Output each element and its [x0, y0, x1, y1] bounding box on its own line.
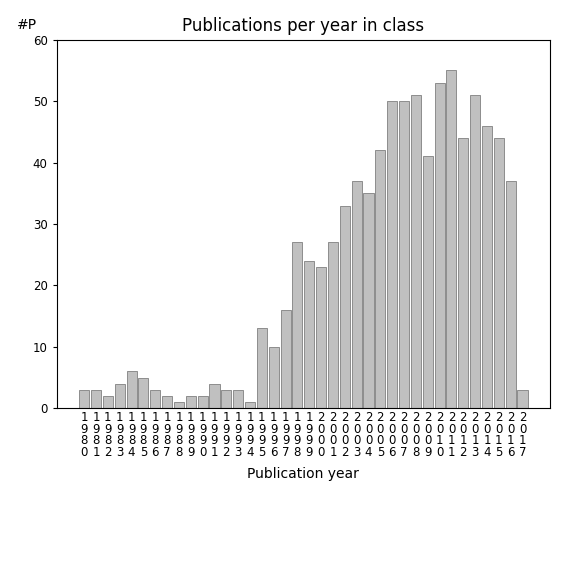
Bar — [387, 101, 397, 408]
Bar — [79, 390, 89, 408]
Bar — [293, 242, 302, 408]
Bar — [174, 402, 184, 408]
Bar — [399, 101, 409, 408]
Bar — [138, 378, 149, 408]
Bar — [482, 126, 492, 408]
Bar — [506, 181, 516, 408]
Bar — [115, 384, 125, 408]
Bar — [281, 310, 291, 408]
Bar — [363, 193, 374, 408]
Bar — [198, 396, 208, 408]
Bar — [233, 390, 243, 408]
Bar — [269, 347, 279, 408]
Bar — [316, 267, 326, 408]
Bar — [126, 371, 137, 408]
Bar — [340, 205, 350, 408]
Bar — [518, 390, 527, 408]
Bar — [245, 402, 255, 408]
Bar — [257, 328, 267, 408]
Bar — [91, 390, 101, 408]
Bar — [458, 138, 468, 408]
Bar — [150, 390, 160, 408]
X-axis label: Publication year: Publication year — [247, 467, 359, 481]
Bar — [328, 242, 338, 408]
Bar — [434, 83, 445, 408]
Bar — [162, 396, 172, 408]
Bar — [304, 261, 314, 408]
Bar — [470, 95, 480, 408]
Bar — [411, 95, 421, 408]
Bar — [494, 138, 504, 408]
Title: Publications per year in class: Publications per year in class — [182, 18, 425, 35]
Text: #P: #P — [17, 18, 37, 32]
Bar — [446, 70, 456, 408]
Bar — [186, 396, 196, 408]
Bar — [221, 390, 231, 408]
Bar — [375, 150, 386, 408]
Bar — [209, 384, 219, 408]
Bar — [352, 181, 362, 408]
Bar — [103, 396, 113, 408]
Bar — [423, 156, 433, 408]
